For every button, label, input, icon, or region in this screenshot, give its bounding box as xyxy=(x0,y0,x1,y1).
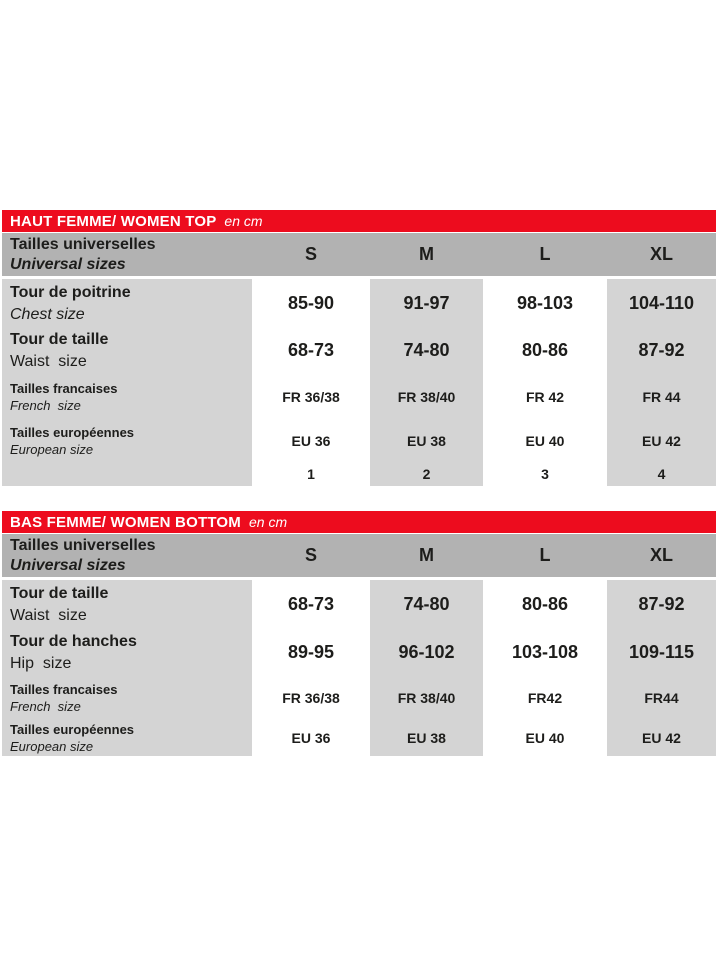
women-top-table-body: Tour de poitrine Chest size 85-90 91-97 … xyxy=(2,279,716,486)
size-value-cell: 80-86 xyxy=(487,327,603,374)
column-header-s: S xyxy=(304,244,317,264)
size-value-cell: FR 36/38 xyxy=(256,374,366,420)
size-value-cell: EU 42 xyxy=(607,420,716,462)
table-unit-label: en cm xyxy=(224,213,263,229)
size-value-cell: 74-80 xyxy=(370,580,483,629)
row-label-en: European size xyxy=(10,442,94,457)
size-header-row: Tailles universelles Universal sizes S M… xyxy=(2,534,716,577)
header-label-fr: Tailles universelles xyxy=(10,235,156,253)
size-value-cell: 80-86 xyxy=(487,580,603,629)
size-value-cell: 87-92 xyxy=(607,327,716,374)
size-value-cell: FR 38/40 xyxy=(370,676,483,720)
size-value-cell: FR 42 xyxy=(487,374,603,420)
column-header-s: S xyxy=(304,545,317,565)
size-value-cell: 85-90 xyxy=(256,279,366,327)
size-value-cell: 87-92 xyxy=(607,580,716,629)
women-top-size-chart: HAUT FEMME/ WOMEN TOP en cm Tailles univ… xyxy=(2,210,716,486)
row-label-en: French size xyxy=(10,398,81,413)
row-label-french-size: Tailles francaises French size xyxy=(2,374,252,420)
row-label-en: French size xyxy=(10,699,81,714)
women-top-title-bar: HAUT FEMME/ WOMEN TOP en cm xyxy=(2,210,716,232)
universal-sizes-label: Tailles universelles Universal sizes xyxy=(2,536,252,576)
size-value-cell: EU 38 xyxy=(370,420,483,462)
size-header-row: Tailles universelles Universal sizes S M… xyxy=(2,233,716,276)
size-value-cell: EU 42 xyxy=(607,720,716,756)
row-label-fr: Tour de poitrine xyxy=(10,283,131,301)
column-header-l: L xyxy=(539,545,551,565)
header-label-en: Universal sizes xyxy=(10,556,126,574)
row-label-waist: Tour de taille Waist size xyxy=(2,580,252,629)
size-value-cell: 74-80 xyxy=(370,327,483,374)
row-label-fr: Tailles francaises xyxy=(10,381,118,396)
size-value-cell: EU 36 xyxy=(256,420,366,462)
size-value-cell: 68-73 xyxy=(256,580,366,629)
row-label-en: Hip size xyxy=(10,655,72,672)
row-label-fr: Tour de hanches xyxy=(10,633,137,650)
row-label-en: Chest size xyxy=(10,305,85,323)
size-value-cell: 96-102 xyxy=(370,629,483,676)
row-label-fr: Tour de taille xyxy=(10,331,109,348)
row-label-waist: Tour de taille Waist size xyxy=(2,327,252,374)
size-value-cell: 104-110 xyxy=(607,279,716,327)
row-label-french-size: Tailles francaises French size xyxy=(2,676,252,720)
table-title: HAUT FEMME/ WOMEN TOP xyxy=(10,212,217,230)
size-value-cell: FR 38/40 xyxy=(370,374,483,420)
row-label-fr: Tailles européennes xyxy=(10,722,135,737)
size-value-cell: 89-95 xyxy=(256,629,366,676)
table-unit-label: en cm xyxy=(248,514,288,530)
size-value-cell: 68-73 xyxy=(256,327,366,374)
row-label-european-size: Tailles européennes European size xyxy=(2,720,252,756)
header-label-fr: Tailles universelles xyxy=(10,536,156,554)
size-value-cell: 91-97 xyxy=(370,279,483,327)
size-value-cell: EU 40 xyxy=(487,420,603,462)
row-label-en: Waist size xyxy=(10,353,87,370)
column-header-m: M xyxy=(419,545,434,565)
size-value-cell: FR42 xyxy=(487,676,603,720)
row-label-chest: Tour de poitrine Chest size xyxy=(2,279,252,327)
table-title: BAS FEMME/ WOMEN BOTTOM xyxy=(10,513,241,531)
size-value-cell: 3 xyxy=(487,462,603,486)
size-value-cell: EU 40 xyxy=(487,720,603,756)
size-value-cell: EU 38 xyxy=(370,720,483,756)
row-label-fr: Tailles européennes xyxy=(10,425,135,440)
column-header-l: L xyxy=(539,244,551,264)
size-value-cell: 109-115 xyxy=(607,629,716,676)
column-header-m: M xyxy=(419,244,434,264)
size-value-cell: 4 xyxy=(607,462,716,486)
women-bottom-table-body: Tour de taille Waist size 68-73 74-80 80… xyxy=(2,580,716,756)
column-header-xl: XL xyxy=(649,244,673,264)
size-value-cell: 2 xyxy=(370,462,483,486)
size-value-cell: FR44 xyxy=(607,676,716,720)
row-label-european-size: Tailles européennes European size xyxy=(2,420,252,462)
size-value-cell: EU 36 xyxy=(256,720,366,756)
header-label-en: Universal sizes xyxy=(10,255,126,273)
row-label-en: European size xyxy=(10,739,94,754)
row-label-en: Waist size xyxy=(10,607,87,624)
column-header-xl: XL xyxy=(649,545,673,565)
size-value-cell: FR 36/38 xyxy=(256,676,366,720)
size-value-cell: 98-103 xyxy=(487,279,603,327)
women-bottom-size-chart: BAS FEMME/ WOMEN BOTTOM en cm Tailles un… xyxy=(2,511,716,756)
row-label-fr: Tour de taille xyxy=(10,585,109,602)
row-label-fr: Tailles francaises xyxy=(10,682,118,697)
size-value-cell: FR 44 xyxy=(607,374,716,420)
women-bottom-title-bar: BAS FEMME/ WOMEN BOTTOM en cm xyxy=(2,511,716,533)
universal-sizes-label: Tailles universelles Universal sizes xyxy=(2,235,252,275)
row-label-empty xyxy=(2,462,252,486)
size-value-cell: 103-108 xyxy=(487,629,603,676)
size-value-cell: 1 xyxy=(256,462,366,486)
row-label-hip: Tour de hanches Hip size xyxy=(2,629,252,676)
